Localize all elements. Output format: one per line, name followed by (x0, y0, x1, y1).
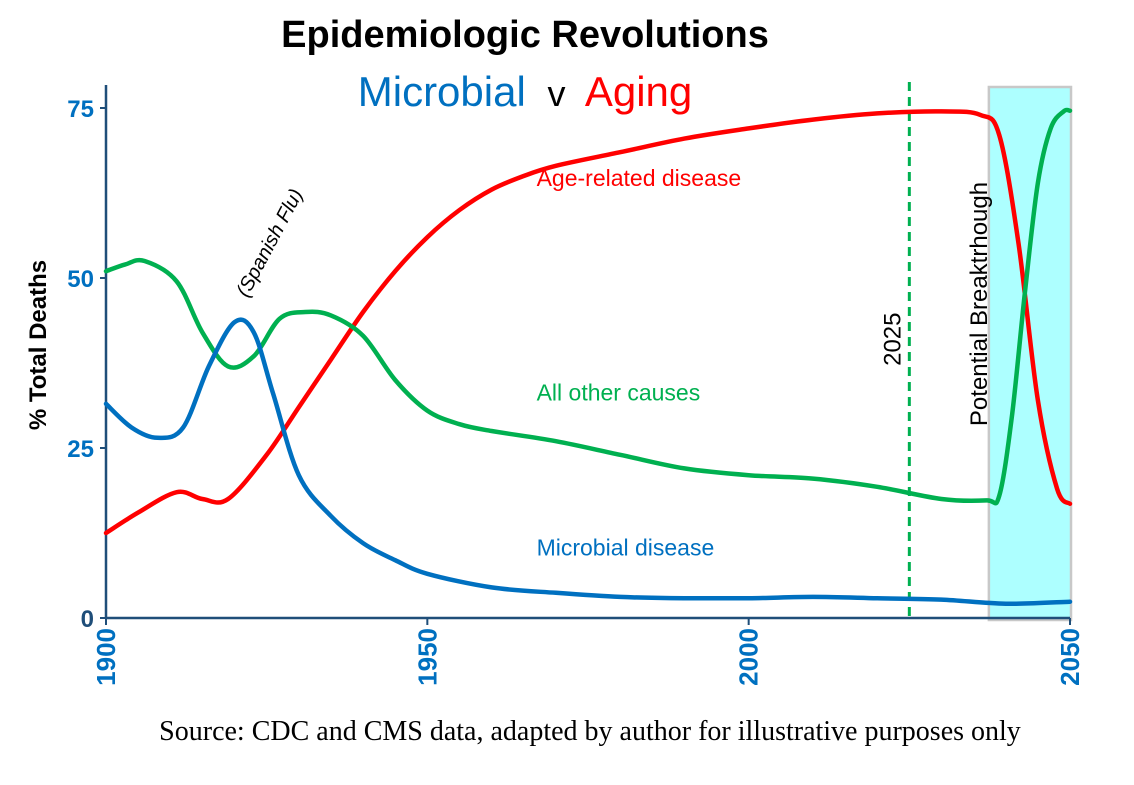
subtitle-versus: v (547, 73, 565, 114)
y-tick-label: 0 (81, 606, 94, 633)
chart-title: Epidemiologic Revolutions (281, 14, 769, 56)
source-note: Source: CDC and CMS data, adapted by aut… (159, 716, 1021, 747)
series-group (103, 107, 1073, 606)
x-tick-label: 1950 (412, 628, 442, 686)
series-line-other-causes (103, 107, 1073, 506)
marker-2025-label: 2025 (879, 313, 906, 366)
x-tick-label: 2050 (1055, 628, 1085, 686)
series-line-age-related (103, 109, 1073, 536)
breakthrough-label: Potential Breaktrhough (966, 182, 993, 426)
y-tick-label: 50 (67, 266, 94, 293)
axes-group: 0 25 50 75 1900 1950 2000 2050 (67, 85, 1085, 686)
series-line-microbial (103, 317, 1073, 606)
chart-subtitle: Microbial v Aging (358, 68, 693, 115)
subtitle-aging: Aging (585, 68, 692, 115)
spanish-flu-annotation: (Spanish Flu) (232, 185, 307, 300)
label-age-related: Age-related disease (537, 165, 742, 191)
label-microbial: Microbial disease (537, 534, 715, 560)
x-tick-label: 1900 (91, 628, 121, 686)
x-tick-label: 2000 (734, 628, 764, 686)
y-axis-label: % Total Deaths (25, 260, 52, 430)
y-tick-label: 75 (67, 96, 94, 123)
subtitle-microbial: Microbial (358, 68, 526, 115)
marker-2025-group: 2025 (879, 82, 911, 618)
label-other-causes: All other causes (537, 379, 701, 405)
y-tick-label: 25 (67, 436, 94, 463)
